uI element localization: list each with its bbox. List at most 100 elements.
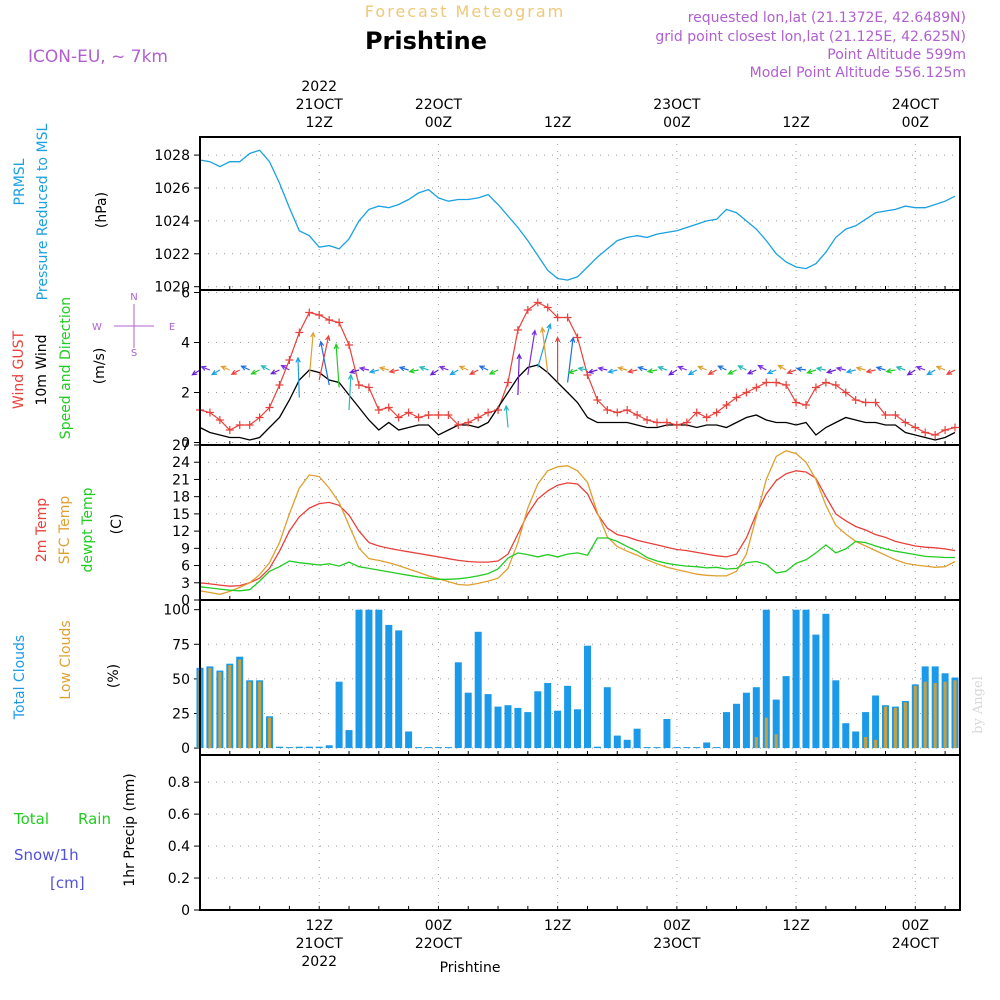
model-altitude: Model Point Altitude 556.125m bbox=[750, 65, 966, 81]
wind-direction-arrow bbox=[438, 365, 449, 371]
bottom-time-label: 00Z bbox=[663, 918, 690, 934]
temperature-ytick-label: 27 bbox=[172, 438, 190, 454]
gust-marker bbox=[345, 341, 354, 349]
precip-label-total: Total bbox=[13, 810, 49, 828]
wind-direction-arrow bbox=[468, 369, 479, 375]
wind-direction-arrow bbox=[697, 365, 707, 371]
bottom-time-label: 21OCT bbox=[296, 936, 344, 952]
wind-direction-arrow bbox=[885, 368, 896, 374]
compass-s: S bbox=[131, 348, 137, 359]
bottom-time-label: 12Z bbox=[306, 918, 333, 934]
grid-point-coords: grid point closest lon,lat (21.125E, 42.… bbox=[655, 29, 966, 45]
precip-unit: 1hr Precip (mm) bbox=[122, 773, 138, 886]
gust-marker bbox=[762, 378, 771, 387]
cloud-label-a: Total Clouds bbox=[12, 635, 28, 720]
wind-direction-arrow bbox=[906, 369, 916, 376]
wind-direction-arrow bbox=[527, 329, 537, 376]
wind-direction-arrow bbox=[368, 368, 379, 374]
total-cloud-bar bbox=[444, 747, 452, 749]
total-cloud-bar bbox=[285, 747, 293, 749]
wind-direction-arrow bbox=[458, 365, 469, 371]
total-cloud-bar bbox=[872, 695, 880, 749]
wind-direction-arrow bbox=[646, 368, 658, 374]
pressure-ytick-label: 1020 bbox=[154, 280, 190, 296]
total-cloud-bar bbox=[454, 662, 462, 749]
wind-direction-arrow bbox=[677, 365, 688, 371]
clouds-ytick-label: 100 bbox=[163, 603, 190, 619]
total-cloud-bar bbox=[862, 712, 870, 749]
total-cloud-bar bbox=[723, 712, 730, 749]
total-cloud-bar bbox=[295, 746, 303, 749]
pressure-labels: PRMSL Pressure Reduced to MSL (hPa) bbox=[12, 123, 110, 300]
gust-marker bbox=[474, 413, 483, 422]
wind-direction-arrow bbox=[567, 368, 578, 375]
total-cloud-bar bbox=[564, 685, 572, 749]
total-cloud-bar bbox=[693, 747, 701, 749]
total-cloud-bar bbox=[474, 631, 482, 749]
wind-direction-arrow bbox=[333, 343, 340, 388]
total-cloud-bar bbox=[822, 613, 830, 748]
total-cloud-bar bbox=[315, 746, 323, 749]
low-cloud-bar bbox=[248, 681, 252, 749]
total-cloud-bar bbox=[633, 728, 641, 749]
gust-marker bbox=[513, 326, 522, 334]
wind-direction-arrow bbox=[786, 369, 797, 375]
wind-direction-arrow bbox=[358, 366, 370, 372]
gust-marker bbox=[484, 408, 493, 417]
top-time-label: 00Z bbox=[902, 115, 929, 131]
wind-direction-arrow bbox=[597, 366, 608, 372]
panel-frame bbox=[199, 444, 961, 601]
wind-ytick-label: 4 bbox=[181, 336, 190, 352]
temp-line-0 bbox=[199, 470, 956, 587]
total-cloud-bar bbox=[613, 735, 621, 749]
top-time-label: 00Z bbox=[425, 115, 452, 131]
footer-location: Prishtine bbox=[440, 960, 501, 976]
gust-marker bbox=[235, 421, 244, 429]
gust-marker bbox=[652, 418, 661, 427]
precipitation-ytick-label: 0.2 bbox=[168, 871, 190, 887]
wind-direction-arrow bbox=[687, 369, 697, 376]
total-cloud-bar bbox=[623, 739, 631, 749]
wind-direction-arrow bbox=[449, 369, 459, 376]
gust-marker bbox=[901, 418, 910, 427]
bottom-time-label: 23OCT bbox=[653, 936, 701, 952]
pressure-ytick-label: 1022 bbox=[154, 247, 190, 263]
wind-direction-arrow bbox=[855, 366, 866, 372]
total-cloud-bar bbox=[593, 746, 601, 749]
gust-marker bbox=[414, 413, 423, 422]
gust-marker bbox=[464, 418, 473, 427]
wind-direction-arrow bbox=[935, 365, 946, 371]
total-cloud-bar bbox=[385, 624, 393, 749]
wind-direction-arrow bbox=[200, 365, 211, 371]
gust-marker bbox=[811, 383, 820, 392]
gust-marker bbox=[374, 406, 383, 414]
gust-marker bbox=[941, 426, 950, 434]
pressure-label-b: Pressure Reduced to MSL bbox=[35, 123, 51, 300]
total-cloud-bar bbox=[434, 747, 442, 749]
gust-marker bbox=[672, 421, 681, 429]
compass-e: E bbox=[169, 322, 175, 333]
compass-w: W bbox=[92, 322, 102, 333]
total-cloud-bar bbox=[842, 723, 850, 749]
wind-direction-arrow bbox=[270, 369, 280, 375]
total-cloud-bar bbox=[802, 609, 810, 749]
wind-direction-arrow bbox=[657, 365, 668, 372]
gust-marker bbox=[255, 413, 264, 422]
top-time-label: 12Z bbox=[306, 115, 333, 131]
low-cloud-bar bbox=[913, 685, 917, 749]
gust-marker bbox=[871, 398, 880, 407]
total-cloud-bar bbox=[355, 609, 363, 749]
temp-line-2 bbox=[199, 537, 955, 592]
total-cloud-bar bbox=[305, 746, 313, 749]
wind-direction-arrow bbox=[516, 353, 522, 396]
wind-unit: (m/s) bbox=[92, 348, 108, 385]
low-cloud-bar bbox=[774, 734, 778, 748]
wind-direction-arrow bbox=[540, 326, 549, 373]
plot-layer: 1020102210241026102802460369121518212427… bbox=[154, 79, 961, 970]
precip-label-snow: Snow/1h bbox=[14, 846, 79, 864]
temperature-ytick-label: 3 bbox=[181, 576, 190, 592]
precipitation-ytick-label: 0.8 bbox=[168, 775, 190, 791]
cloud-labels: Total Clouds Low Clouds (%) bbox=[12, 620, 122, 720]
top-time-label: 23OCT bbox=[653, 97, 701, 113]
